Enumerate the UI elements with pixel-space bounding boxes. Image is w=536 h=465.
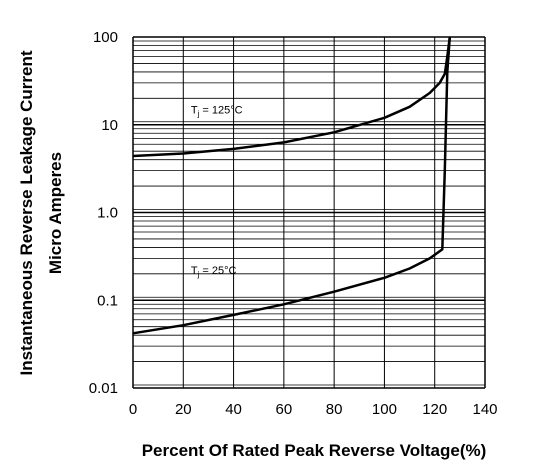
y-tick-label: 100: [93, 29, 118, 46]
x-tick-label: 140: [472, 401, 497, 418]
series-line-2: [132, 36, 452, 335]
y-axis-label-line1: Instantaneous Reverse Leakage Current: [17, 50, 36, 375]
grid: [132, 36, 486, 389]
y-tick-label: 10: [101, 117, 118, 134]
x-tick-label: 20: [175, 401, 192, 418]
y-axis-label-line2: Micro Amperes: [46, 152, 65, 274]
x-tick-label: 0: [129, 401, 137, 418]
series-line-1: [132, 36, 452, 158]
series-annotation: Tj = 25°C: [191, 265, 237, 279]
series-annotation: Tj = 125°C: [191, 104, 243, 118]
x-tick-label: 60: [276, 401, 293, 418]
y-tick-label: 1.0: [97, 205, 118, 222]
y-tick-label: 0.1: [97, 292, 118, 309]
series-group: [132, 36, 452, 335]
annotations: Tj = 125°C Tj = 25°C: [191, 104, 243, 279]
x-tick-label: 40: [225, 401, 242, 418]
x-axis-label: Percent Of Rated Peak Reverse Voltage(%): [142, 441, 487, 460]
y-tick-label: 0.01: [89, 380, 118, 397]
x-tick-label: 80: [326, 401, 343, 418]
x-tick-label: 120: [422, 401, 447, 418]
x-tick-label: 100: [372, 401, 397, 418]
tick-labels: 0 20 40 60 80 100 120 140 0.01 0.1 1.0 10 100: [89, 29, 498, 418]
